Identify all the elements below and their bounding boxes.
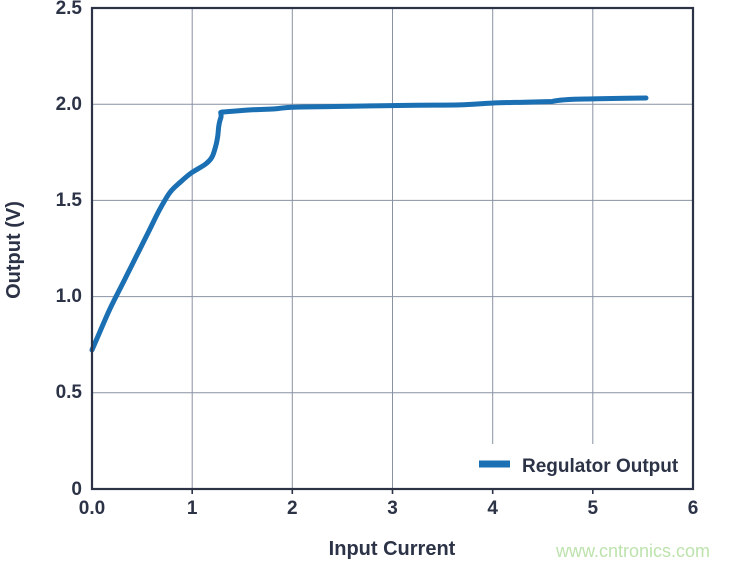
svg-text:2.5: 2.5 [56,0,83,19]
svg-text:0: 0 [71,479,82,500]
svg-text:3: 3 [387,498,398,519]
svg-text:1: 1 [187,498,198,519]
svg-text:0.0: 0.0 [79,498,105,519]
svg-text:2.0: 2.0 [56,94,82,115]
svg-text:4: 4 [487,498,498,519]
svg-text:1.5: 1.5 [56,190,83,211]
svg-text:2: 2 [287,498,298,519]
svg-text:6: 6 [688,498,699,519]
svg-text:0.5: 0.5 [56,382,83,403]
svg-text:Output (V): Output (V) [3,201,25,299]
svg-text:Input Current: Input Current [329,538,456,560]
svg-text:Regulator Output: Regulator Output [522,456,679,477]
svg-text:5: 5 [588,498,599,519]
svg-text:www.cntronics.com: www.cntronics.com [555,541,710,561]
svg-text:1.0: 1.0 [56,286,82,307]
